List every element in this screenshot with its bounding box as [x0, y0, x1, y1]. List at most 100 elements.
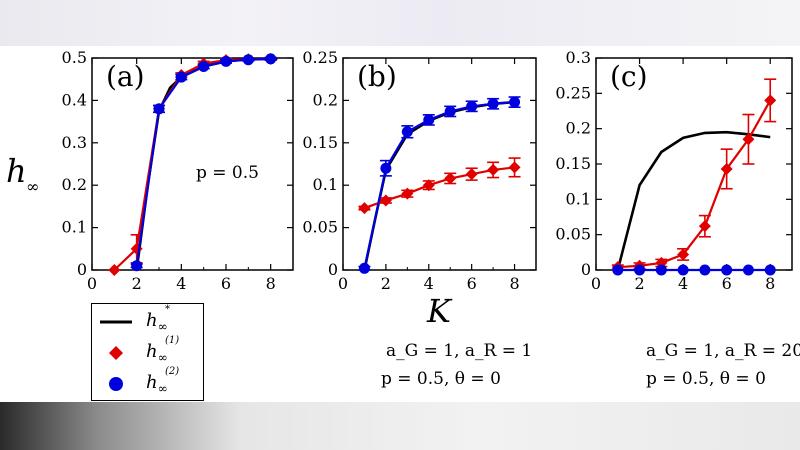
- y-tick-label: 0: [77, 260, 87, 279]
- data-point-diamond: [465, 168, 478, 181]
- y-tick-label: 0.2: [313, 90, 338, 109]
- y-axis-label-sub: ∞: [26, 177, 39, 196]
- data-point-diamond: [108, 264, 121, 276]
- y-tick-label: 0: [328, 260, 338, 279]
- data-point-circle: [764, 264, 776, 276]
- data-point-circle: [634, 264, 646, 276]
- legend-label: h∞: [146, 310, 168, 334]
- x-tick-label: 6: [467, 274, 477, 293]
- data-point-circle: [487, 98, 499, 110]
- note-c-line2: p = 0.5, θ = 0: [646, 369, 766, 389]
- y-tick-label: 0.15: [555, 154, 591, 173]
- x-tick-label: 4: [424, 274, 434, 293]
- legend-label: h∞: [146, 341, 168, 365]
- x-tick-label: 8: [765, 274, 775, 293]
- x-axis-label: K: [426, 292, 453, 330]
- data-point-circle: [444, 105, 456, 117]
- y-tick-label: 0.5: [62, 48, 87, 67]
- legend-item-h2: h∞ (2): [92, 366, 203, 398]
- data-point-circle: [677, 264, 689, 276]
- data-point-circle: [220, 55, 232, 67]
- background-band-top: [0, 0, 800, 46]
- legend: h∞ * h∞ (1) h∞ (2): [91, 303, 204, 401]
- y-tick-label: 0.1: [566, 189, 591, 208]
- data-point-circle: [612, 264, 624, 276]
- data-point-circle: [699, 264, 711, 276]
- series-line-h_star: [616, 130, 771, 271]
- x-tick-label: 2: [132, 274, 142, 293]
- panel-b: 0 2 4 6 8 0 0.05 0.1 0.15 0.2 0.25 (b): [302, 48, 537, 293]
- data-point-circle: [655, 264, 667, 276]
- data-point-circle: [175, 71, 187, 83]
- legend-diamond-icon: [109, 346, 123, 360]
- x-tick-label: 4: [176, 274, 186, 293]
- data-point-circle: [742, 264, 754, 276]
- data-point-diamond: [358, 202, 371, 215]
- y-tick-label: 0.15: [302, 133, 338, 152]
- plot-frame-c: [595, 57, 793, 271]
- data-point-circle: [401, 126, 413, 138]
- data-point-circle: [242, 54, 254, 66]
- legend-sup: (2): [165, 366, 180, 377]
- y-axis-label: h: [6, 152, 27, 190]
- legend-line-icon: [100, 320, 132, 324]
- x-tick-label: 6: [722, 274, 732, 293]
- data-point-circle: [466, 100, 478, 112]
- panel-label: (b): [357, 60, 397, 93]
- data-point-diamond: [764, 94, 777, 107]
- panel-label: (c): [610, 60, 648, 93]
- y-tick-label: 0.1: [313, 175, 338, 194]
- legend-label: h∞: [146, 372, 168, 396]
- x-tick-label: 4: [678, 274, 688, 293]
- data-point-diamond: [401, 187, 414, 200]
- panel-c: 0 2 4 6 8 0 0.05 0.1 0.15 0.2 0.25 0.3 (c): [555, 48, 793, 293]
- note-c-line1: a_G = 1, a_R = 20: [646, 341, 800, 361]
- data-point-circle: [358, 262, 370, 274]
- x-tick-label: 0: [87, 274, 97, 293]
- x-tick-label: 2: [381, 274, 391, 293]
- x-tick-label: 8: [266, 274, 276, 293]
- x-tick-label: 6: [221, 274, 231, 293]
- data-point-diamond: [508, 161, 521, 174]
- note-b-line2: p = 0.5, θ = 0: [381, 369, 501, 389]
- data-point-circle: [265, 53, 277, 65]
- data-point-diamond: [422, 179, 435, 192]
- y-tick-label: 0.25: [302, 48, 338, 67]
- y-tick-label: 0.4: [62, 90, 87, 109]
- data-point-diamond: [487, 163, 500, 176]
- legend-circle-icon: [109, 377, 123, 391]
- data-point-diamond: [720, 162, 733, 175]
- data-point-circle: [380, 162, 392, 174]
- y-tick-label: 0.25: [555, 83, 591, 102]
- y-tick-label: 0.05: [555, 225, 591, 244]
- panel-a: 0 2 4 6 8 0 0.1 0.2 0.3 0.4 0.5 (a): [62, 48, 294, 293]
- legend-sup: *: [165, 304, 170, 315]
- data-point-circle: [721, 264, 733, 276]
- legend-item-h1: h∞ (1): [92, 335, 203, 367]
- data-point-circle: [131, 260, 143, 272]
- data-point-diamond: [742, 133, 755, 146]
- y-tick-label: 0: [581, 260, 591, 279]
- data-point-diamond: [677, 248, 690, 261]
- data-point-diamond: [698, 220, 711, 233]
- x-tick-label: 0: [591, 274, 601, 293]
- note-b-line1: a_G = 1, a_R = 1: [386, 341, 533, 361]
- plot-frame-a: [91, 57, 294, 271]
- y-tick-label: 0.05: [302, 218, 338, 237]
- y-tick-label: 0.2: [62, 175, 87, 194]
- plot-frame-b: [342, 57, 537, 271]
- y-tick-label: 0.3: [62, 133, 87, 152]
- panel-label: (a): [106, 60, 145, 93]
- x-tick-label: 8: [509, 274, 519, 293]
- data-point-diamond: [444, 172, 457, 185]
- data-point-circle: [423, 114, 435, 126]
- y-tick-label: 0.1: [62, 218, 87, 237]
- y-tick-label: 0.2: [566, 119, 591, 138]
- x-tick-label: 0: [338, 274, 348, 293]
- data-point-circle: [153, 103, 165, 115]
- data-point-circle: [198, 60, 210, 72]
- data-point-circle: [509, 96, 521, 108]
- data-point-diamond: [379, 194, 392, 207]
- legend-item-h-star: h∞ *: [92, 304, 203, 336]
